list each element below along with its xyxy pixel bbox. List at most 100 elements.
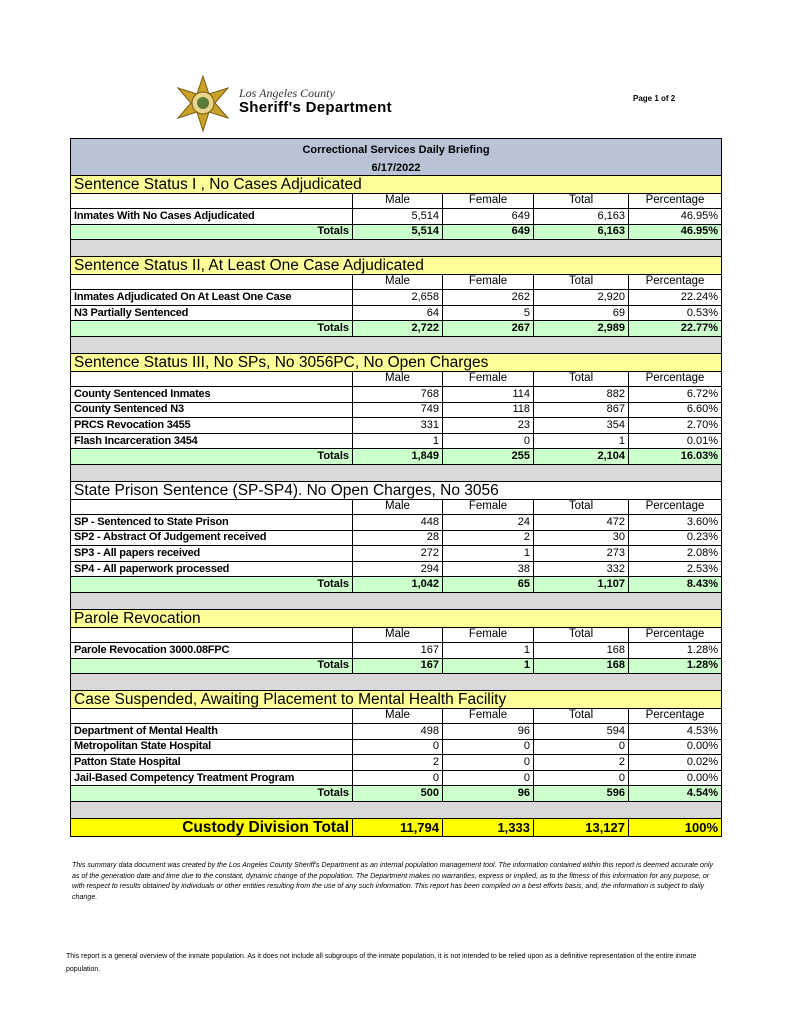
column-header: Male (352, 498, 443, 515)
row-label: Metropolitan State Hospital (70, 738, 353, 756)
row-label: Inmates Adjudicated On At Least One Case (70, 289, 353, 306)
empty-cell (70, 708, 353, 725)
cell-value: 768 (352, 385, 443, 403)
cell-value: 273 (533, 545, 629, 562)
section-title: Parole Revocation (69, 608, 723, 628)
cell-value: 167 (352, 641, 443, 659)
totals-value: 1,849 (352, 448, 443, 465)
sheriff-badge (176, 74, 230, 133)
cell-value: 0 (442, 769, 534, 787)
data-row: Patton State Hospital 2 0 2 0.02% (70, 754, 723, 771)
totals-value: 8.43% (627, 576, 723, 593)
column-header: Total (533, 274, 629, 291)
totals-label: Totals (70, 657, 353, 675)
cell-value: 118 (442, 401, 534, 419)
column-header: Male (352, 193, 443, 209)
totals-row: Totals 2,722 267 2,989 22.77% (70, 320, 723, 337)
cell-value: 64 (352, 304, 443, 322)
grand-total-value: 1,333 (442, 818, 534, 838)
column-header: Total (533, 193, 629, 209)
cell-value: 2 (442, 529, 534, 547)
totals-value: 255 (442, 448, 534, 465)
cell-value: 1 (442, 545, 534, 562)
cell-value: 46.95% (627, 208, 723, 225)
section-title: Case Suspended, Awaiting Placement to Me… (69, 690, 723, 710)
section-header-row: Case Suspended, Awaiting Placement to Me… (69, 690, 723, 710)
cell-value: 4.53% (627, 723, 723, 740)
empty-cell (70, 498, 353, 515)
data-row: Inmates Adjudicated On At Least One Case… (70, 289, 723, 306)
totals-label: Totals (70, 320, 353, 337)
column-header: Female (442, 626, 534, 643)
totals-row: Totals 5,514 649 6,163 46.95% (70, 223, 723, 241)
disclaimer: This summary data document was created b… (72, 861, 714, 901)
section-header-row: Sentence Status III, No SPs, No 3056PC, … (69, 352, 723, 372)
data-row: N3 Partially Sentenced 64 5 69 0.53% (70, 304, 723, 322)
data-row: County Sentenced Inmates 768 114 882 6.72% (70, 385, 723, 403)
section-title: Sentence Status III, No SPs, No 3056PC, … (69, 352, 723, 372)
cell-value: 168 (533, 641, 629, 659)
cell-value: 472 (533, 513, 629, 531)
totals-row: Totals 1,042 65 1,107 8.43% (70, 576, 723, 593)
totals-value: 5,514 (352, 223, 443, 241)
totals-row: Totals 167 1 168 1.28% (70, 657, 723, 675)
totals-value: 4.54% (627, 785, 723, 803)
spacer-row (69, 673, 723, 692)
totals-label: Totals (70, 785, 353, 803)
totals-value: 1,107 (533, 576, 629, 593)
cell-value: 262 (442, 289, 534, 306)
report-date: 6/17/2022 (69, 161, 723, 176)
cell-value: 0 (533, 738, 629, 756)
cell-value: 6.60% (627, 401, 723, 419)
section-header-row: Parole Revocation (69, 608, 723, 628)
grand-total-label: Custody Division Total (70, 818, 353, 838)
spacer-row (69, 463, 723, 482)
cell-value: 2 (533, 754, 629, 771)
cell-value: 0.02% (627, 754, 723, 771)
data-row: Parole Revocation 3000.08FPC 167 1 168 1.28% (70, 641, 723, 659)
cell-value: 0 (352, 738, 443, 756)
column-header: Percentage (627, 274, 723, 291)
spacer-row (69, 239, 723, 258)
cell-value: 2,658 (352, 289, 443, 306)
cell-value: 2,920 (533, 289, 629, 306)
cell-value: 5,514 (352, 208, 443, 225)
cell-value: 0 (533, 769, 629, 787)
column-header: Percentage (627, 498, 723, 515)
row-label: Inmates With No Cases Adjudicated (70, 208, 353, 225)
column-header: Female (442, 498, 534, 515)
cell-value: 332 (533, 560, 629, 578)
totals-label: Totals (70, 576, 353, 593)
totals-value: 1 (442, 657, 534, 675)
spacer (69, 801, 723, 820)
cell-value: 5 (442, 304, 534, 322)
column-header-row: Male Female Total Percentage (70, 193, 723, 209)
row-label: Parole Revocation 3000.08FPC (70, 641, 353, 659)
column-header-row: Male Female Total Percentage (70, 498, 723, 515)
cell-value: 2.53% (627, 560, 723, 578)
column-header: Male (352, 274, 443, 291)
cell-value: 272 (352, 545, 443, 562)
row-label: N3 Partially Sentenced (70, 304, 353, 322)
spacer-row (69, 335, 723, 354)
totals-value: 6,163 (533, 223, 629, 241)
empty-cell (70, 370, 353, 387)
cell-value: 0.01% (627, 432, 723, 450)
cell-value: 1 (352, 432, 443, 450)
totals-value: 2,989 (533, 320, 629, 337)
cell-value: 498 (352, 723, 443, 740)
column-header: Male (352, 708, 443, 725)
cell-value: 6,163 (533, 208, 629, 225)
column-header-row: Male Female Total Percentage (70, 626, 723, 643)
cell-value: 331 (352, 417, 443, 434)
cell-value: 38 (442, 560, 534, 578)
totals-value: 1,042 (352, 576, 443, 593)
row-label: Department of Mental Health (70, 723, 353, 740)
cell-value: 3.60% (627, 513, 723, 531)
totals-value: 46.95% (627, 223, 723, 241)
row-label: Jail-Based Competency Treatment Program (70, 769, 353, 787)
totals-value: 1.28% (627, 657, 723, 675)
data-row: Flash Incarceration 3454 1 0 1 0.01% (70, 432, 723, 450)
cell-value: 354 (533, 417, 629, 434)
cell-value: 1.28% (627, 641, 723, 659)
